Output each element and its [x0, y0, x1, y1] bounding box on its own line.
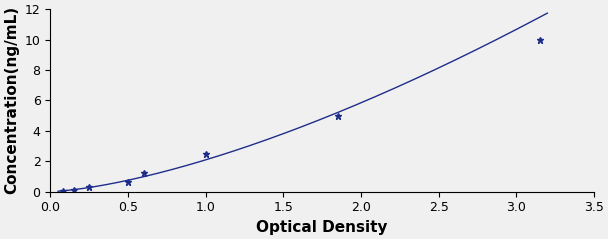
Y-axis label: Concentration(ng/mL): Concentration(ng/mL)	[4, 6, 19, 194]
X-axis label: Optical Density: Optical Density	[257, 220, 388, 235]
